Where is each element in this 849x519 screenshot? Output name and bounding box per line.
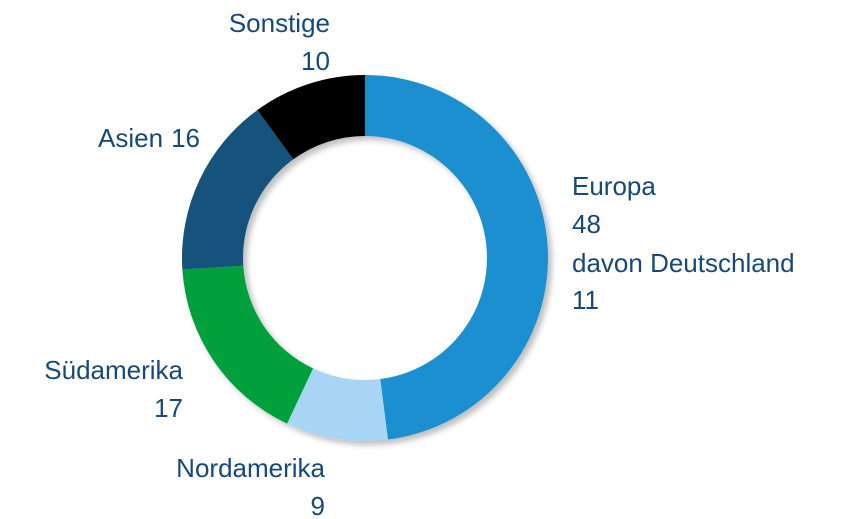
value-label: 48 bbox=[572, 209, 601, 239]
slice bbox=[182, 109, 294, 270]
value-label: 10 bbox=[301, 46, 330, 76]
slice bbox=[287, 368, 388, 441]
value-label: 16 bbox=[171, 123, 200, 153]
annotation-label: davon Deutschland bbox=[572, 248, 795, 278]
category-name: Europa bbox=[572, 171, 656, 201]
annotation-value: 11 bbox=[572, 285, 599, 315]
slice bbox=[182, 265, 314, 424]
value-label: 17 bbox=[154, 393, 183, 423]
donut bbox=[182, 75, 548, 441]
category-name: Nordamerika bbox=[176, 453, 325, 483]
slice-label: Asien 16 bbox=[98, 123, 200, 153]
category-name: Sonstige bbox=[229, 8, 330, 38]
slice bbox=[365, 75, 548, 440]
category-name: Südamerika bbox=[44, 355, 183, 385]
category-name: Asien bbox=[98, 123, 163, 153]
slice bbox=[257, 75, 365, 160]
value-label: 9 bbox=[311, 491, 325, 519]
